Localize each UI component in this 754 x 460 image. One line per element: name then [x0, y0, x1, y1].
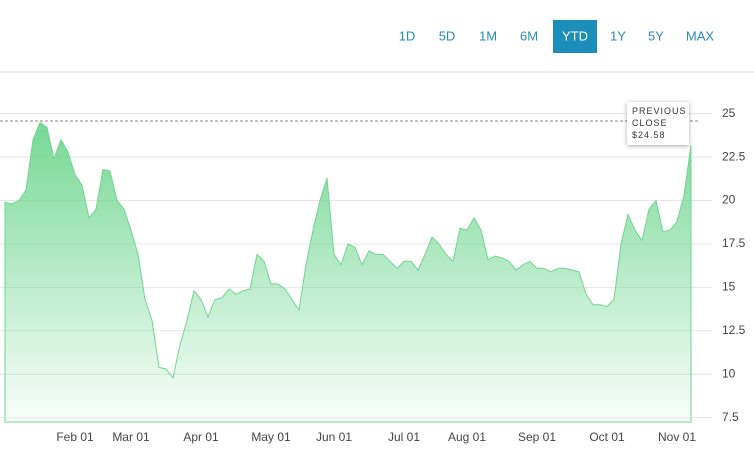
x-tick-label: Jun 01 — [316, 430, 352, 444]
price-area — [4, 121, 692, 423]
range-button[interactable]: 1M — [479, 28, 497, 43]
previous-close-value: $24.58 — [632, 130, 666, 140]
y-tick-label: 17.5 — [722, 236, 746, 250]
y-tick-label: 25 — [722, 106, 736, 120]
range-button[interactable]: 5D — [439, 28, 456, 43]
x-tick-label: Oct 01 — [589, 430, 625, 444]
previous-close-title: PREVIOUS CLOSE — [632, 106, 687, 128]
x-tick-label: Apr 01 — [183, 430, 219, 444]
range-button[interactable]: YTD — [562, 28, 588, 43]
range-button[interactable]: MAX — [686, 28, 715, 43]
x-tick-label: Nov 01 — [658, 430, 696, 444]
y-tick-label: 12.5 — [722, 323, 746, 337]
range-button[interactable]: 5Y — [648, 28, 664, 43]
x-tick-label: Sep 01 — [518, 430, 556, 444]
y-tick-label: 10 — [722, 366, 736, 380]
y-tick-label: 20 — [722, 193, 736, 207]
x-tick-label: Feb 01 — [56, 430, 94, 444]
x-tick-label: Mar 01 — [112, 430, 150, 444]
range-button[interactable]: 1Y — [610, 28, 626, 43]
y-tick-label: 7.5 — [722, 410, 739, 424]
range-button[interactable]: 1D — [399, 28, 416, 43]
x-tick-label: Jul 01 — [388, 430, 420, 444]
x-tick-label: Aug 01 — [448, 430, 486, 444]
y-tick-label: 15 — [722, 280, 736, 294]
range-button[interactable]: 6M — [520, 28, 538, 43]
y-tick-label: 22.5 — [722, 149, 746, 163]
range-button-bg[interactable] — [553, 20, 597, 53]
previous-close-label: PREVIOUS CLOSE $24.58 — [627, 102, 689, 145]
x-tick-label: May 01 — [251, 430, 291, 444]
